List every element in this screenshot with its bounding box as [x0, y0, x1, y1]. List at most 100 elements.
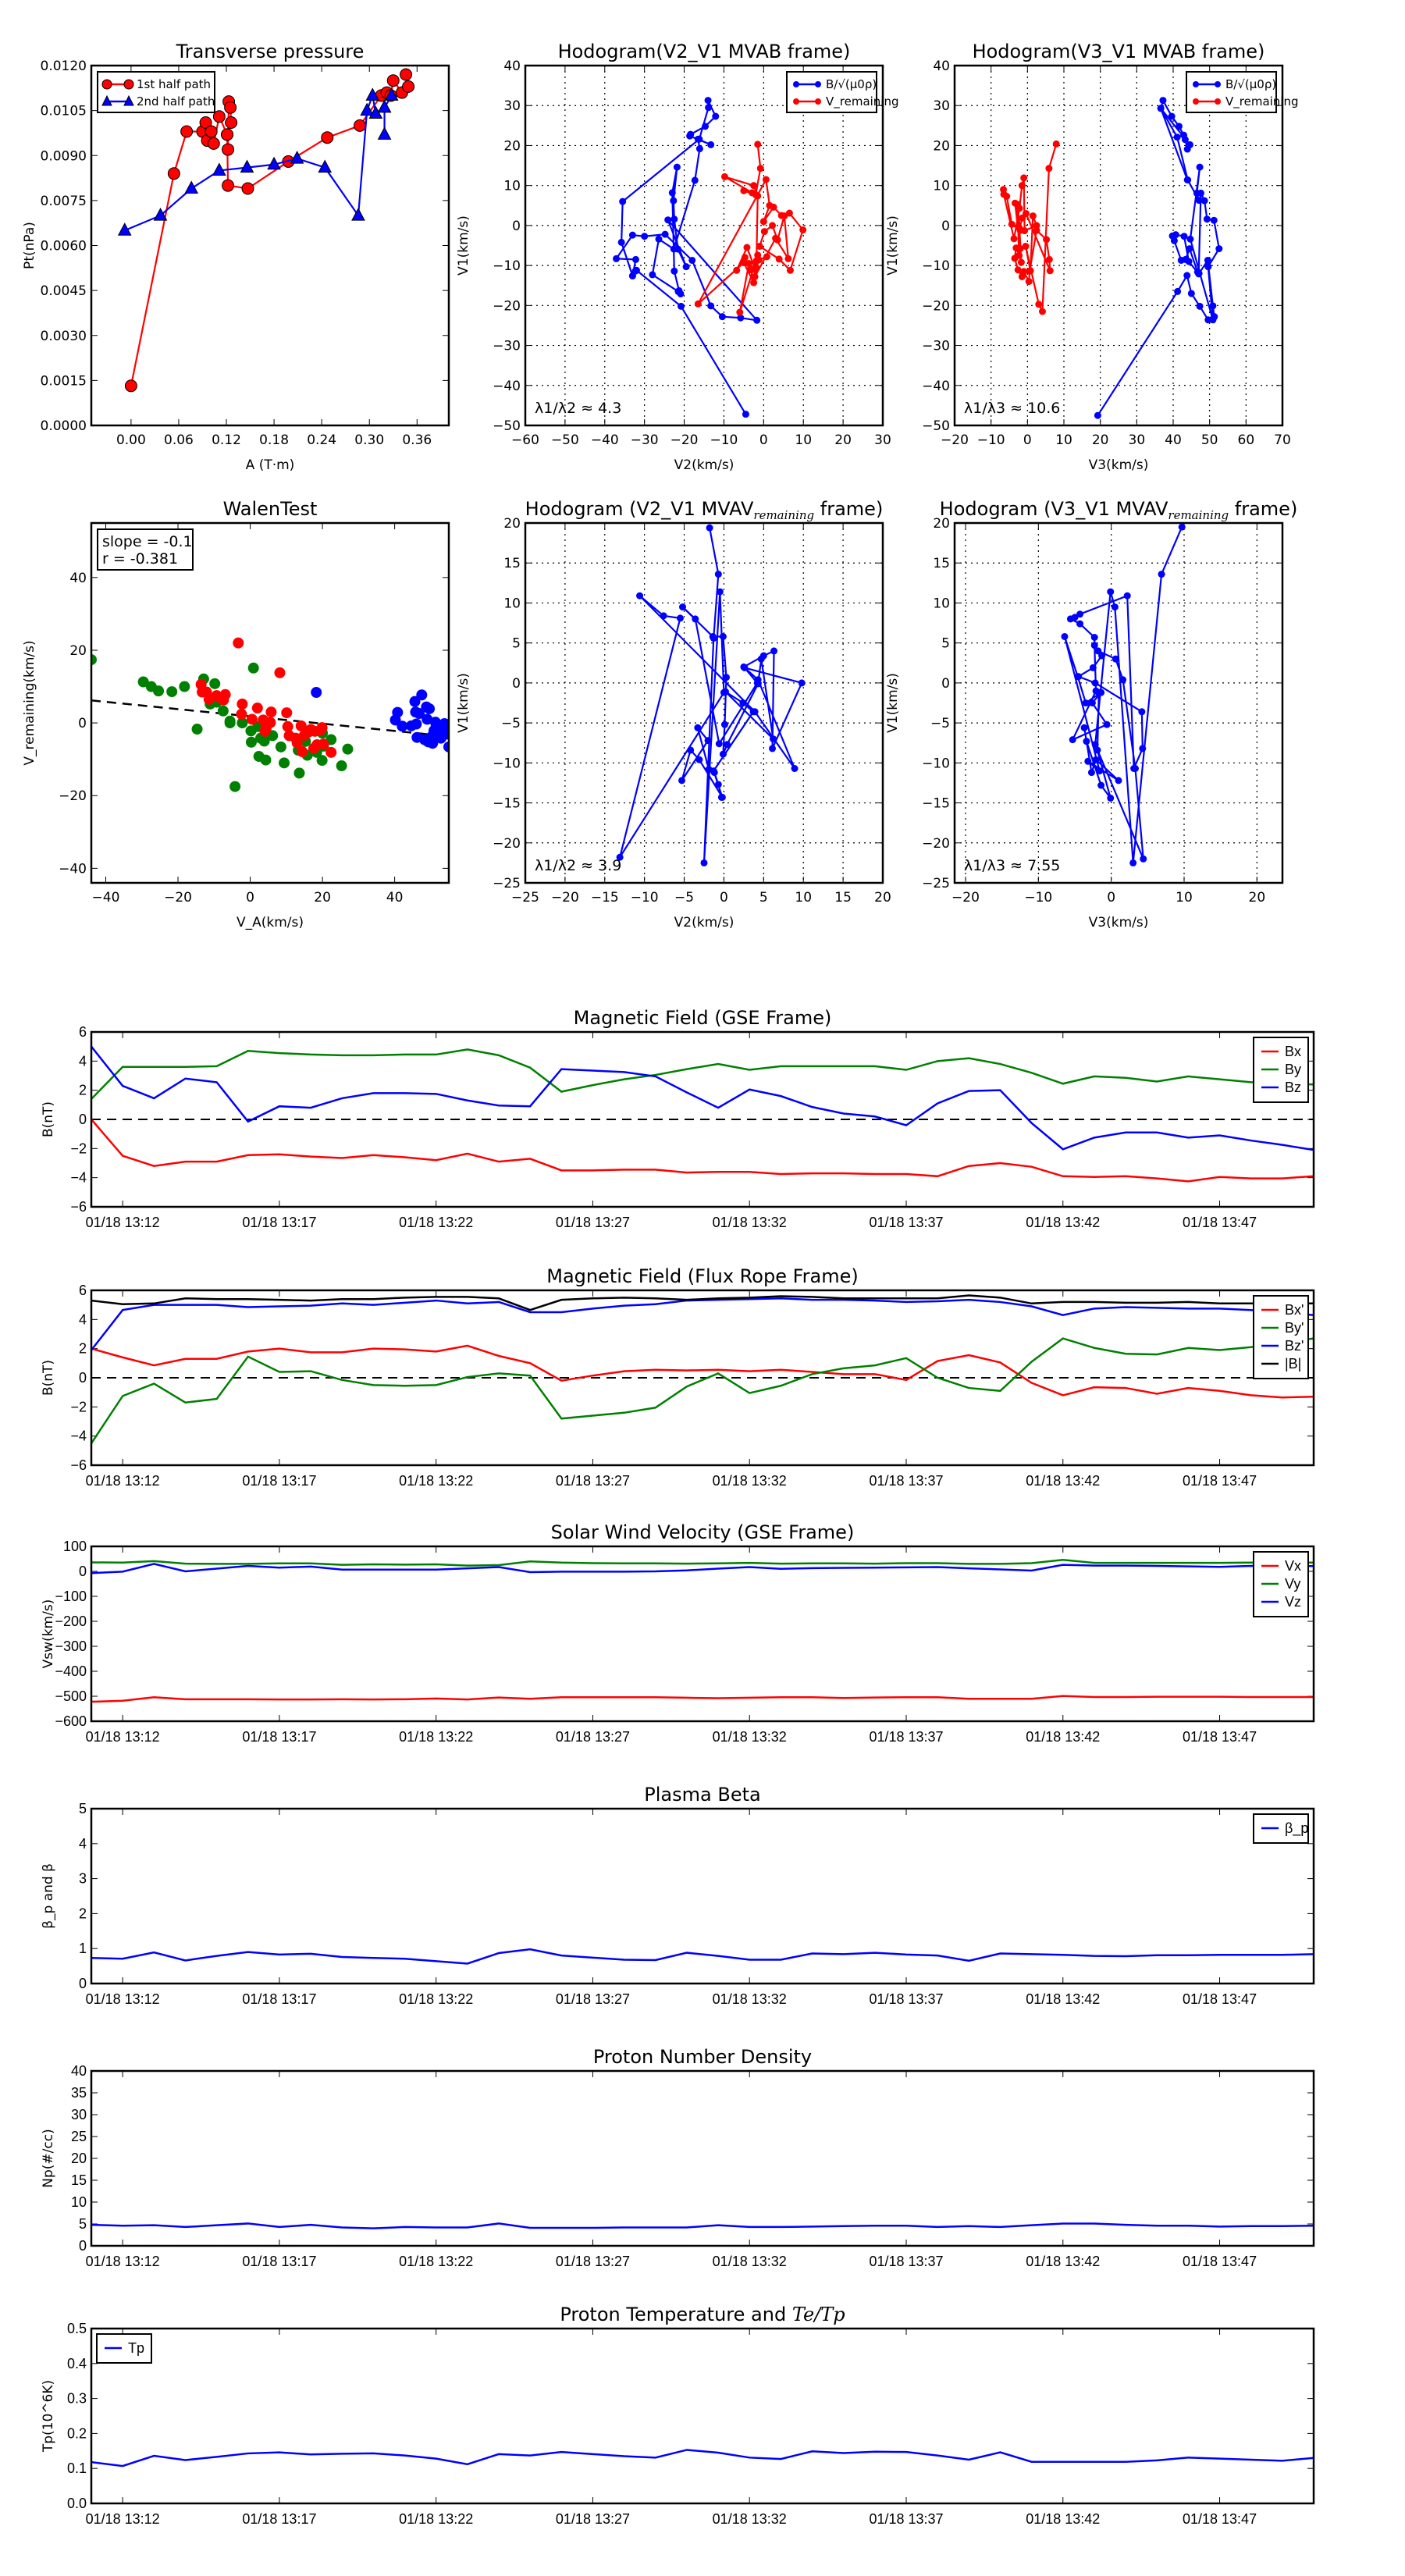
time-tick-label: 01/18 13:37 — [869, 1991, 943, 2007]
mag_fluxrope-chart: 01/18 13:12 01/18 13:17 01/18 13:22 01/18 1… — [41, 1265, 1315, 1489]
legend-marker — [793, 81, 799, 87]
data-point — [677, 302, 685, 310]
series-line — [1097, 98, 1220, 416]
series-line-by — [91, 1048, 1314, 1100]
y-tick-label: 10 — [933, 596, 950, 611]
legend: B/√(μ0ρ) V_remaining — [1186, 71, 1299, 113]
time-tick-label: 01/18 13:42 — [1026, 2254, 1100, 2269]
data-point — [631, 255, 639, 263]
time-tick-label: 01/18 13:12 — [86, 2511, 160, 2527]
series-line-bz — [91, 1045, 1314, 1151]
y-tick-label: −10 — [493, 258, 521, 274]
y-tick-label: −20 — [59, 788, 87, 804]
data-point — [124, 379, 137, 393]
data-point — [700, 859, 708, 866]
data-point — [674, 287, 682, 295]
hodogram_v2v1_mvav-axes-frame — [524, 521, 884, 884]
data-point — [673, 163, 681, 171]
series-blue — [311, 686, 449, 753]
eigenvalue-ratio-annotation: λ1/λ2 ≈ 3.9 — [535, 857, 621, 874]
series-b-0- — [613, 97, 761, 418]
y-tick-label: 4 — [79, 1836, 87, 1852]
legend-label: B/√(μ0ρ) — [826, 77, 877, 91]
x-tick-label: −20 — [941, 432, 969, 448]
x-tick-label: 20 — [1092, 432, 1109, 448]
x-tick-label: 30 — [1129, 432, 1146, 448]
data-point — [770, 203, 777, 211]
data-point — [660, 612, 667, 620]
y-tick-label: −2 — [70, 1140, 87, 1156]
data-point — [741, 664, 749, 671]
data-point — [1123, 592, 1131, 600]
y-tick-label: 40 — [69, 571, 87, 586]
data-point — [224, 101, 237, 114]
data-point — [762, 176, 770, 183]
time-tick-label: 01/18 13:27 — [556, 2254, 630, 2269]
data-point — [628, 231, 636, 239]
legend: 1st half path 2nd half path — [97, 71, 215, 113]
data-point — [676, 614, 684, 622]
x-tick-label: 0 — [720, 890, 728, 906]
time-tick-label: 01/18 13:22 — [399, 2254, 473, 2269]
x-tick-label: 10 — [1055, 432, 1072, 448]
data-point — [749, 708, 757, 716]
legend-marker — [793, 98, 799, 105]
data-point — [714, 781, 722, 788]
data-point — [397, 720, 408, 732]
data-point — [720, 173, 728, 180]
series-v-remaining — [1000, 140, 1060, 315]
plot-area — [91, 2222, 1314, 2229]
data-point — [743, 244, 751, 251]
time-tick-label: 01/18 13:37 — [869, 1473, 943, 1489]
series-line-np — [91, 2222, 1314, 2229]
y-tick-label: 100 — [63, 1539, 87, 1554]
data-point — [1183, 272, 1191, 279]
y-tick-label: −40 — [493, 379, 521, 394]
series-line-p — [91, 1948, 1314, 1965]
data-point — [1022, 243, 1030, 251]
data-point — [1195, 197, 1203, 205]
y-tick-label: −40 — [922, 379, 950, 394]
data-point — [411, 718, 422, 730]
data-point — [1168, 112, 1176, 120]
data-point — [377, 126, 392, 140]
data-point — [709, 632, 717, 640]
data-point — [1011, 199, 1019, 207]
y-tick-label: 0 — [941, 676, 950, 692]
eigenvalue-ratio-annotation: λ1/λ3 ≈ 10.6 — [964, 400, 1060, 417]
data-point — [750, 279, 758, 286]
data-point — [222, 143, 235, 156]
data-point — [1090, 642, 1098, 649]
data-point — [179, 681, 190, 692]
data-point — [318, 738, 329, 750]
y-tick-label: 35 — [71, 2085, 87, 2101]
x-tick-label: 0 — [1023, 432, 1032, 448]
data-point — [1026, 267, 1033, 275]
data-point — [424, 703, 436, 714]
time-tick-label: 01/18 13:12 — [86, 1729, 160, 1745]
data-point — [1178, 523, 1186, 531]
legend-marker — [123, 79, 134, 90]
data-point — [682, 263, 690, 271]
data-point — [427, 738, 439, 749]
data-point — [720, 720, 728, 728]
legend-marker — [1215, 98, 1221, 105]
data-point — [1129, 859, 1137, 866]
series-line — [1063, 526, 1183, 863]
data-point — [799, 226, 807, 234]
y-tick-label: −20 — [493, 836, 521, 852]
data-point — [1094, 647, 1102, 655]
x-tick-label: 15 — [834, 890, 852, 906]
legend-label: 2nd half path — [137, 94, 215, 109]
data-point — [694, 724, 702, 731]
data-point — [222, 179, 235, 192]
legend-label: Vy — [1285, 1576, 1300, 1592]
series-line-vx — [91, 1695, 1314, 1703]
y-tick-label: 10 — [933, 179, 950, 194]
x-axis-label: V2(km/s) — [674, 457, 735, 473]
transverse_pressure-chart: 0.00 0.06 0.12 0.18 0.24 0.30 0.36 0.0000 0.0015… — [22, 41, 450, 473]
y-tick-label: −25 — [922, 876, 950, 891]
data-point — [1074, 673, 1082, 681]
data-point — [237, 698, 248, 710]
